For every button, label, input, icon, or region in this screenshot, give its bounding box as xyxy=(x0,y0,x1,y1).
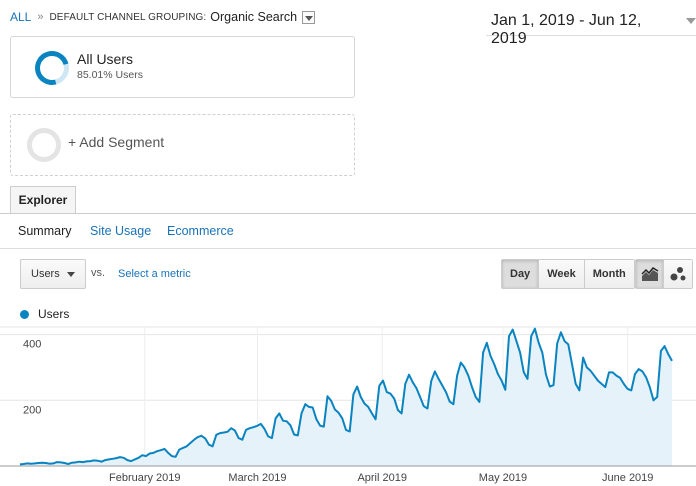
empty-segment-icon xyxy=(27,128,61,162)
add-segment-label: + Add Segment xyxy=(68,134,165,150)
segment-name: All Users xyxy=(77,51,134,67)
granularity-toggle: Day Week Month xyxy=(501,259,635,289)
breadcrumb-dimension: DEFAULT CHANNEL GROUPING: xyxy=(49,11,207,23)
metric-select[interactable]: Users xyxy=(20,259,86,289)
x-tick-label: February 2019 xyxy=(109,472,181,484)
subnav-divider xyxy=(0,248,696,249)
tab-explorer[interactable]: Explorer xyxy=(10,186,76,214)
week-button[interactable]: Week xyxy=(538,260,584,288)
y-tick-label: 400 xyxy=(23,339,41,351)
vs-label: vs. xyxy=(91,267,106,279)
line-chart-icon[interactable] xyxy=(636,260,665,288)
day-button[interactable]: Day xyxy=(502,260,539,288)
y-tick-label: 200 xyxy=(23,404,41,416)
tab-divider xyxy=(0,213,696,214)
segment-subtitle: 85.01% Users xyxy=(77,69,143,81)
metric-select-value: Users xyxy=(31,268,60,280)
x-tick-label: March 2019 xyxy=(228,472,286,484)
add-segment-button[interactable]: + Add Segment xyxy=(10,114,355,176)
x-tick-label: May 2019 xyxy=(479,472,527,484)
subnav-site-usage[interactable]: Site Usage xyxy=(90,224,152,238)
subnav-ecommerce[interactable]: Ecommerce xyxy=(167,224,234,238)
x-tick-label: April 2019 xyxy=(357,472,407,484)
date-range-picker[interactable]: Jan 1, 2019 - Jun 12, 2019 xyxy=(486,8,696,47)
legend-dot-icon xyxy=(20,309,29,319)
segment-donut-icon xyxy=(28,44,76,92)
chevron-down-icon xyxy=(686,18,696,24)
breadcrumb: ALL » DEFAULT CHANNEL GROUPING: Organic … xyxy=(10,10,316,24)
select-metric-link[interactable]: Select a metric xyxy=(118,268,191,280)
breadcrumb-value: Organic Search xyxy=(210,10,298,24)
breadcrumb-all-link[interactable]: ALL xyxy=(10,10,32,24)
date-range-label: Jan 1, 2019 - Jun 12, 2019 xyxy=(491,12,642,47)
subnav-summary[interactable]: Summary xyxy=(18,224,72,238)
users-series-line xyxy=(19,327,673,466)
users-area-fill xyxy=(20,328,672,466)
chart-legend: Users xyxy=(20,307,69,321)
legend-label: Users xyxy=(38,307,70,321)
segment-all-users[interactable]: All Users 85.01% Users xyxy=(10,36,355,98)
breadcrumb-dropdown-icon[interactable] xyxy=(302,10,316,24)
users-chart: 400 200 February 2019 March 2019 April 2019 M… xyxy=(0,326,696,484)
motion-chart-icon[interactable] xyxy=(664,260,692,288)
x-tick-label: June 2019 xyxy=(602,472,653,484)
breadcrumb-separator: » xyxy=(37,11,44,23)
chevron-down-icon xyxy=(67,272,75,277)
month-button[interactable]: Month xyxy=(583,260,634,288)
chart-mode-toggle xyxy=(635,259,693,289)
